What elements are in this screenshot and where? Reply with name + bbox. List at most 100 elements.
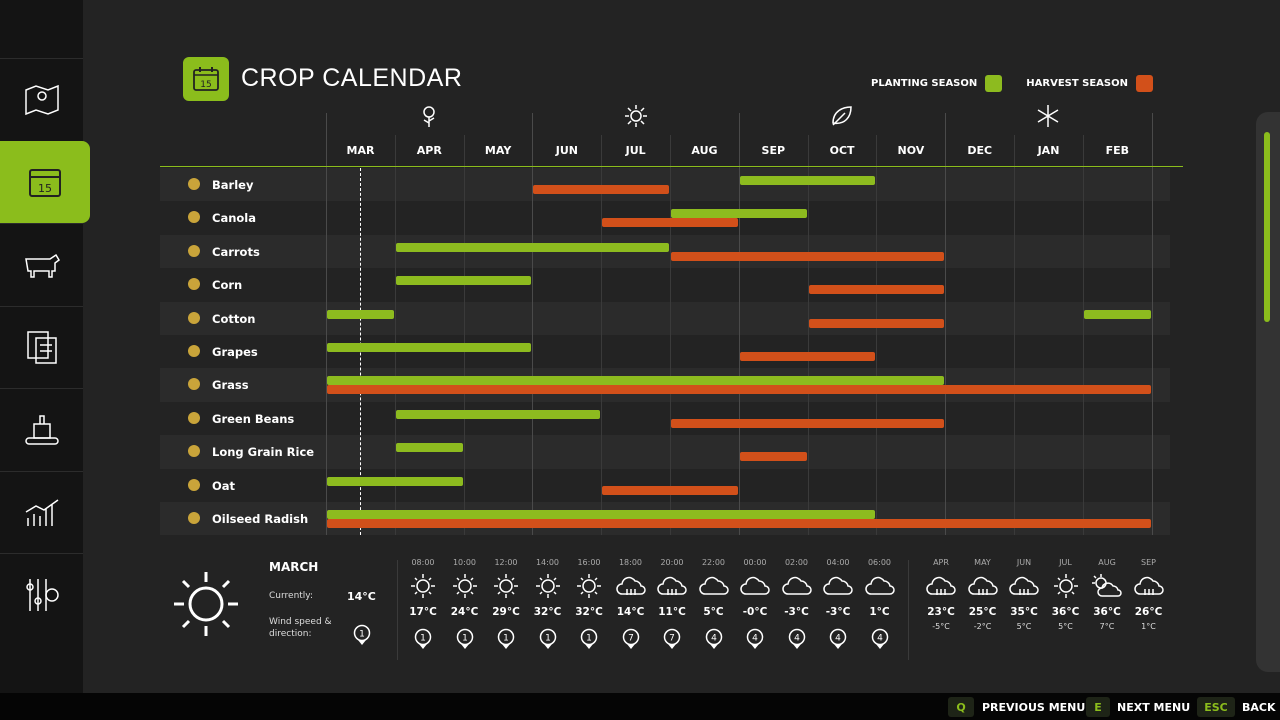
- forecast-month: MAY: [974, 558, 991, 567]
- bottom-action-label[interactable]: NEXT MENU: [1117, 701, 1191, 714]
- hour-label: 00:00: [743, 558, 767, 567]
- wind-direction-icon: 4: [734, 628, 776, 654]
- planting-bar: [1083, 309, 1151, 319]
- weather-panel: MARCH Currently: 14°C Wind speed & direc…: [160, 545, 1164, 675]
- month-divider: [463, 135, 465, 535]
- month-divider: [670, 135, 671, 535]
- hour-label: 16:00: [577, 558, 601, 567]
- hourly-forecast: 10:00 24°C 1: [444, 558, 486, 654]
- header-divider: [160, 166, 1183, 167]
- wind-direction-icon: 7: [610, 628, 652, 654]
- hour-label: 10:00: [452, 558, 477, 567]
- crop-row: Canola: [160, 201, 1170, 235]
- weather-sun-icon: [527, 573, 569, 601]
- wind-direction-icon: 1: [444, 628, 486, 654]
- scrollbar-thumb[interactable]: [1264, 132, 1270, 322]
- hourly-forecast: 20:00 11°C 7: [651, 558, 693, 654]
- forecast-high: 26°C: [1134, 606, 1163, 618]
- sidebar-item-map[interactable]: [0, 58, 83, 140]
- forecast-high: 23°C: [927, 606, 955, 618]
- harvest-bar: [808, 285, 945, 295]
- weather-cloud-icon: [734, 573, 776, 601]
- forecast-low: -5°C: [932, 622, 950, 631]
- divider: [397, 560, 398, 660]
- hour-temp: 1°C: [869, 606, 890, 618]
- planting-bar: [739, 176, 876, 185]
- svg-text:4: 4: [752, 634, 758, 644]
- hour-label: 20:00: [660, 558, 684, 567]
- month-label: DEC: [967, 144, 993, 157]
- harvest-bar: [602, 485, 738, 495]
- bottom-bar: Q PREVIOUS MENU E NEXT MENU ESC BACK: [0, 693, 1280, 720]
- planting-bar: [327, 309, 394, 319]
- month-label: AUG: [691, 144, 718, 157]
- month-label: JUL: [625, 144, 646, 157]
- hourly-forecast: 12:00 29°C 1: [485, 558, 527, 654]
- harvest-bar: [602, 218, 738, 228]
- forecast-high: 36°C: [1051, 606, 1080, 618]
- hour-label: 14:00: [535, 558, 560, 567]
- crop-name: Corn: [212, 278, 243, 293]
- monthly-forecast: JUL 36°C 5°C: [1045, 558, 1087, 631]
- month-divider: [876, 135, 878, 535]
- crop-icon: [186, 310, 202, 326]
- crop-row: Corn: [160, 268, 1170, 302]
- forecast-month: SEP: [1141, 558, 1156, 567]
- month-label: JAN: [1037, 144, 1060, 157]
- monthly-forecast: SEP 26°C 1°C: [1128, 558, 1170, 631]
- weather-sun-icon: [402, 573, 444, 601]
- current-wind-icon: 1: [353, 624, 371, 650]
- forecast-low: 5°C: [1058, 622, 1073, 631]
- hour-temp: 17°C: [409, 606, 437, 618]
- planting-bar: [395, 443, 463, 453]
- svg-text:15: 15: [200, 80, 211, 90]
- month-divider: [807, 135, 809, 535]
- hourly-forecast: 22:00 5°C 4: [693, 558, 735, 654]
- svg-text:1: 1: [586, 634, 592, 644]
- sidebar-item-contracts[interactable]: [0, 305, 83, 388]
- crop-row: Carrots: [160, 234, 1170, 269]
- crop-name: Grapes: [212, 345, 258, 359]
- weather-sun-icon: [568, 573, 610, 601]
- crop-icon: [186, 243, 202, 259]
- chart-icon: [25, 499, 58, 526]
- crop-row: Barley: [160, 168, 1170, 202]
- weather-sun-icon: [172, 570, 240, 642]
- wind-label: Wind speed & direction:: [269, 617, 332, 639]
- bottom-action-label[interactable]: PREVIOUS MENU: [982, 701, 1086, 714]
- forecast-low: 5°C: [1016, 622, 1032, 631]
- hour-label: 22:00: [701, 558, 726, 567]
- crop-icon: [186, 443, 202, 459]
- svg-text:4: 4: [877, 634, 883, 644]
- weather-partly-cloudy-icon: [1086, 573, 1128, 601]
- sidebar-item-animals[interactable]: [0, 223, 83, 305]
- key-esc-button[interactable]: ESC: [1197, 697, 1235, 717]
- sidebar-item-production[interactable]: [0, 388, 83, 470]
- sidebar-item-settings[interactable]: [0, 553, 83, 635]
- sidebar-item-calendar[interactable]: 15: [0, 140, 90, 223]
- key-q-button[interactable]: Q: [948, 697, 974, 717]
- forecast-low: 1°C: [1141, 622, 1156, 631]
- key-e-button[interactable]: E: [1086, 697, 1110, 717]
- hour-temp: 32°C: [533, 606, 562, 618]
- wind-direction-icon: 4: [693, 628, 735, 654]
- sidebar-item-statistics[interactable]: [0, 470, 83, 553]
- harvest-bar: [533, 185, 669, 194]
- settings-icon: [25, 578, 59, 611]
- month-divider: [601, 135, 603, 535]
- calendar-icon: 15: [29, 168, 61, 197]
- crop-row: Cotton: [160, 301, 1170, 335]
- weather-cloud-icon: [859, 573, 901, 601]
- weather-rain-icon: [962, 573, 1004, 601]
- crop-name: Barley: [212, 178, 254, 192]
- month-divider: [738, 113, 740, 535]
- bottom-action-label[interactable]: BACK: [1242, 701, 1276, 714]
- harvest-bar: [808, 318, 945, 328]
- month-label: JUN: [555, 144, 578, 157]
- factory-icon: [24, 414, 59, 445]
- weather-sun-icon: [485, 573, 527, 601]
- svg-text:15: 15: [38, 182, 52, 195]
- divider: [908, 560, 909, 660]
- hour-temp: 11°C: [658, 606, 686, 618]
- hourly-forecast: 06:00 1°C 4: [859, 558, 901, 654]
